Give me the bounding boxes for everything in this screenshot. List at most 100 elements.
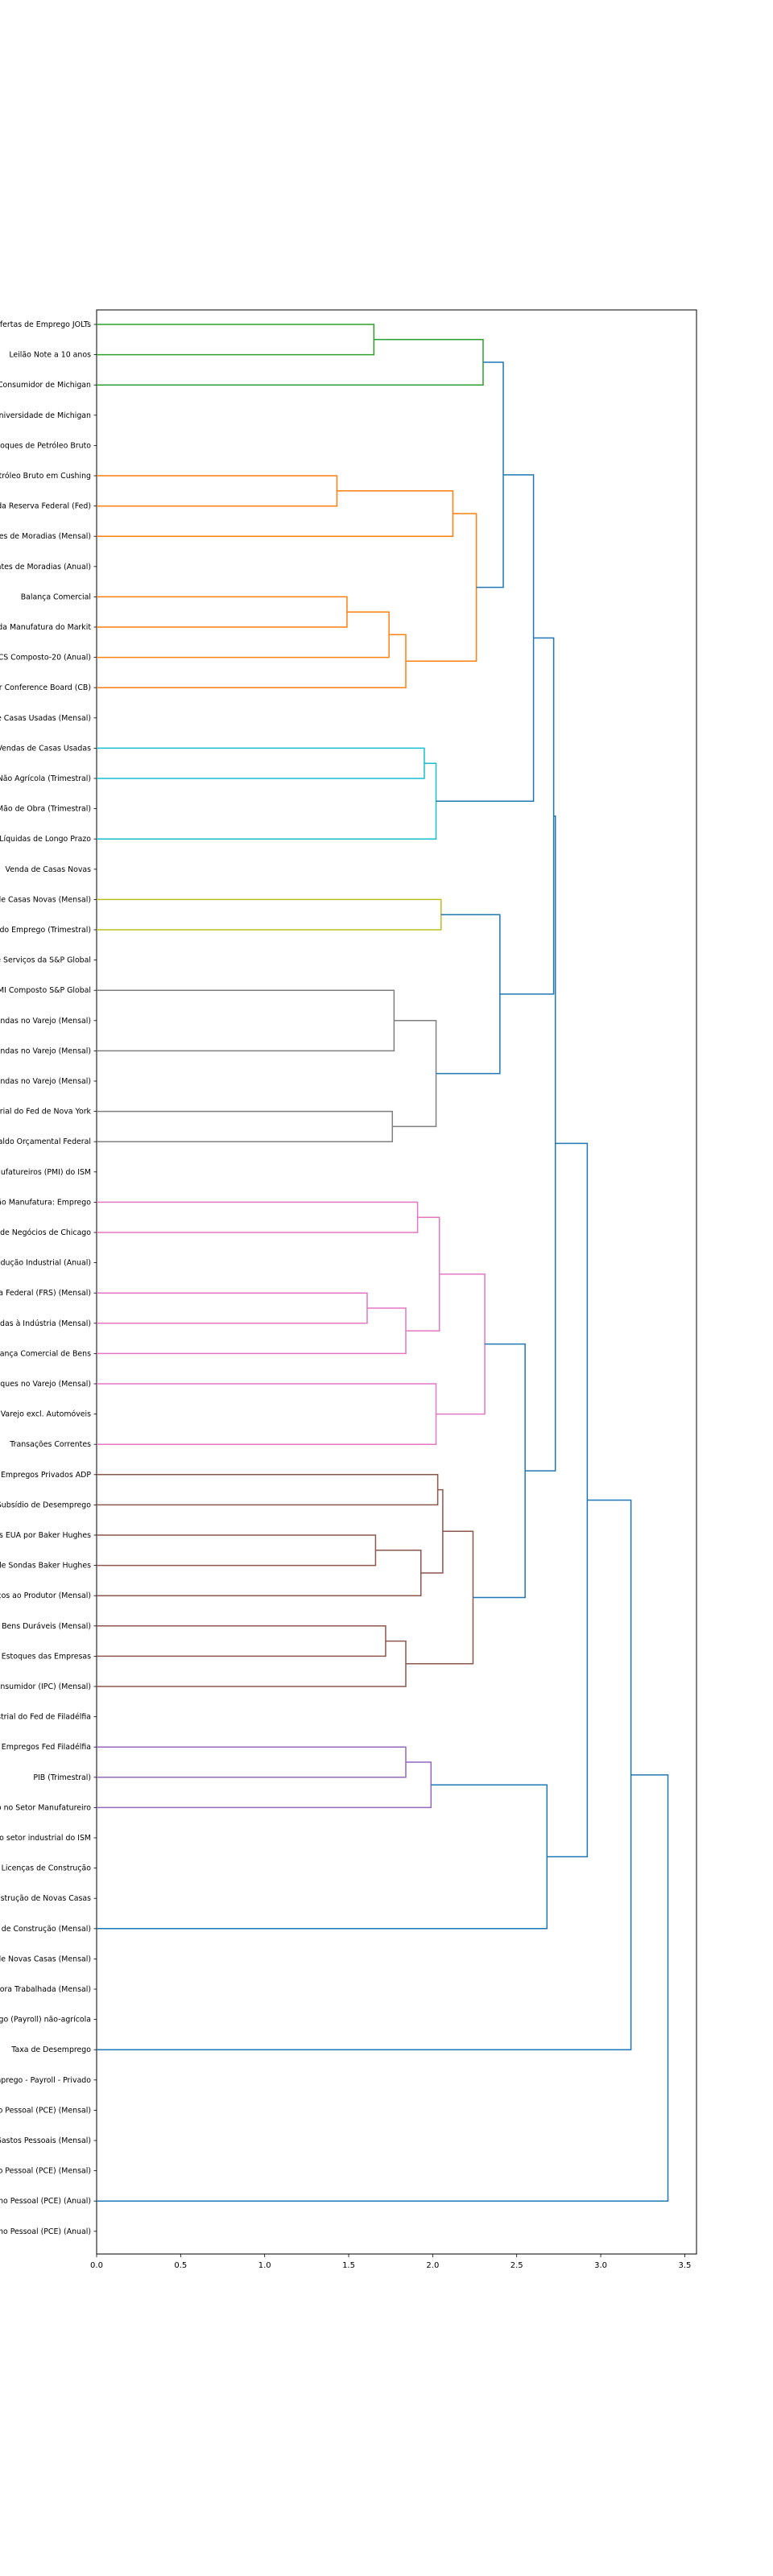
leaf-label: ndas à Indústria (Mensal): [0, 1319, 91, 1328]
leaf-label: o Pessoal (PCE) (Mensal): [0, 2167, 91, 2176]
dendrogram-link: [392, 1020, 437, 1128]
leaf-label: strial do Fed de Filadélfia: [0, 1713, 91, 1722]
dendrogram-link: [525, 815, 556, 1472]
leaf-label: Universidade de Michigan: [0, 411, 91, 420]
leaf-label: de Casas Usadas (Mensal): [0, 714, 91, 723]
dendrogram-link: [97, 1534, 377, 1567]
leaf-label: da Reserva Federal (Fed): [0, 502, 91, 511]
dendrogram-link: [405, 1216, 440, 1331]
leaf-label: rego (Payroll) não-agrícola: [0, 2016, 91, 2025]
dendrogram-link: [97, 1774, 669, 2202]
dendrogram-link: [97, 1625, 386, 1657]
leaf-label: oques no Varejo (Mensal): [0, 1380, 91, 1389]
dendrogram-link: [97, 1292, 368, 1324]
leaf-label: ão Manufatura: Emprego: [0, 1198, 91, 1207]
leaf-label: Mão de Obra (Trimestral): [0, 805, 91, 814]
leaf-label: Saldo Orçamental Federal: [0, 1137, 91, 1146]
leaf-label: mo Pessoal (PCE) (Anual): [0, 2227, 91, 2236]
leaf-label: PMI Composto S&P Global: [0, 986, 91, 995]
leaf-label: mprego - Payroll - Privado: [0, 2076, 91, 2085]
x-tick-label: 0.5: [174, 2261, 187, 2270]
leaf-label: o Pessoal (PCE) (Mensal): [0, 2106, 91, 2115]
leaf-label: Consumidor de Michigan: [0, 381, 91, 390]
leaf-label: Empregos Fed Filadélfia: [2, 1743, 91, 1752]
leaf-label: Leilão Note a 10 anos: [9, 351, 91, 360]
x-tick-label: 1.5: [342, 2261, 355, 2270]
leaf-label: Subsídio de Desemprego: [0, 1501, 91, 1509]
leaf-label: or Conference Board (CB): [0, 683, 91, 692]
dendrogram-link: [97, 762, 437, 840]
dendrogram-link: [420, 1488, 444, 1574]
dendrogram-link: [97, 475, 338, 507]
leaf-label: /CS Composto-20 (Anual): [0, 654, 91, 663]
x-axis: 0.0 0.5 1.0 1.5 2.0 2.5 3.0 3.5: [90, 2254, 691, 2270]
leaf-label: nufatureiros (PMI) do ISM: [0, 1168, 91, 1177]
dendrogram-link: [97, 1474, 439, 1506]
leaf-label: endas no Varejo (Mensal): [0, 1046, 91, 1055]
leaf-label: de Novas Casas (Mensal): [0, 1955, 91, 1963]
dendrogram-link: [97, 1383, 437, 1445]
dendrogram-link: [97, 611, 390, 658]
leaf-labels: Ofertas de Emprego JOLTs Leilão Note a 10…: [0, 320, 97, 2236]
x-tick-label: 0.0: [90, 2261, 103, 2270]
dendrogram-link: [97, 747, 425, 779]
leaf-label: Transações Correntes: [9, 1440, 91, 1449]
leaf-label: ços ao Produtor (Mensal): [0, 1591, 91, 1600]
dendrogram-link: [97, 490, 454, 537]
dendrogram-link: [436, 1273, 486, 1415]
dendrogram-link: [476, 361, 504, 588]
dendrogram-link: [436, 914, 501, 1075]
leaf-label: Taxa de Desemprego: [10, 2046, 91, 2054]
leaf-label: Balança Comercial: [21, 592, 91, 601]
leaf-label: da Manufatura do Markit: [0, 623, 91, 632]
leaf-label: os EUA por Baker Hughes: [0, 1531, 91, 1540]
dendrogram-link: [405, 1530, 474, 1665]
dendrogram-link: [97, 1499, 632, 2050]
leaf-label: no setor industrial do ISM: [0, 1834, 91, 1843]
leaf-label: Estoques das Empresas: [2, 1652, 91, 1661]
leaf-label: PIB (Trimestral): [33, 1773, 91, 1782]
leaf-label: Vendas de Casas Usadas: [0, 744, 91, 753]
dendrogram-links: [97, 324, 669, 2202]
x-tick-label: 3.5: [678, 2261, 691, 2270]
leaf-label: e Serviços da S&P Global: [0, 956, 91, 965]
leaf-label: o no Setor Manufatureiro: [0, 1803, 91, 1812]
leaf-label: Varejo excl. Automóveis: [1, 1410, 91, 1419]
leaf-label: de Negócios de Chicago: [0, 1228, 91, 1237]
x-tick-label: 1.0: [258, 2261, 271, 2270]
leaf-label: alança Comercial de Bens: [0, 1349, 91, 1358]
x-tick-label: 2.5: [511, 2261, 523, 2270]
leaf-label: nstrução de Novas Casas: [0, 1894, 91, 1903]
dendrogram-link: [97, 596, 348, 628]
leaf-label: odução Industrial (Anual): [0, 1259, 91, 1268]
leaf-label: Não Agrícola (Trimestral): [0, 774, 91, 783]
leaf-label: s de Construção (Mensal): [0, 1925, 91, 1934]
dendrogram-link: [97, 1550, 422, 1596]
dendrogram-link: [97, 634, 407, 688]
plot-frame: [96, 309, 697, 2255]
leaf-label: do Emprego (Trimestral): [0, 926, 91, 935]
leaf-label: ntes de Moradias (Anual): [0, 563, 91, 572]
leaf-label: Empregos Privados ADP: [1, 1471, 91, 1480]
leaf-label: de Casas Novas (Mensal): [0, 895, 91, 904]
leaf-label: Gastos Pessoais (Mensal): [0, 2136, 91, 2145]
leaf-label: Venda de Casas Novas: [6, 865, 92, 874]
dendrogram-link: [97, 1640, 407, 1687]
leaf-label: stoques de Petróleo Bruto: [0, 441, 91, 450]
dendrogram-link: [97, 1761, 432, 1809]
leaf-label: tes de Moradias (Mensal): [0, 532, 91, 541]
x-tick-label: 3.0: [594, 2261, 607, 2270]
leaf-label: Líquidas de Longo Prazo: [0, 835, 91, 844]
dendrogram-link: [97, 324, 375, 356]
dendrogram-link: [97, 1110, 394, 1142]
leaf-label: endas no Varejo (Mensal): [0, 1017, 91, 1026]
leaf-label: Ofertas de Emprego JOLTs: [0, 320, 91, 329]
dendrogram-link: [97, 339, 484, 386]
dendrogram-link: [547, 1142, 589, 1858]
leaf-label: endas no Varejo (Mensal): [0, 1077, 91, 1086]
dendrogram-link: [97, 1201, 419, 1233]
dendrogram-link: [473, 1343, 526, 1599]
leaf-label: de Sondas Baker Hughes: [0, 1562, 91, 1571]
leaf-label: etróleo Bruto em Cushing: [0, 472, 91, 481]
